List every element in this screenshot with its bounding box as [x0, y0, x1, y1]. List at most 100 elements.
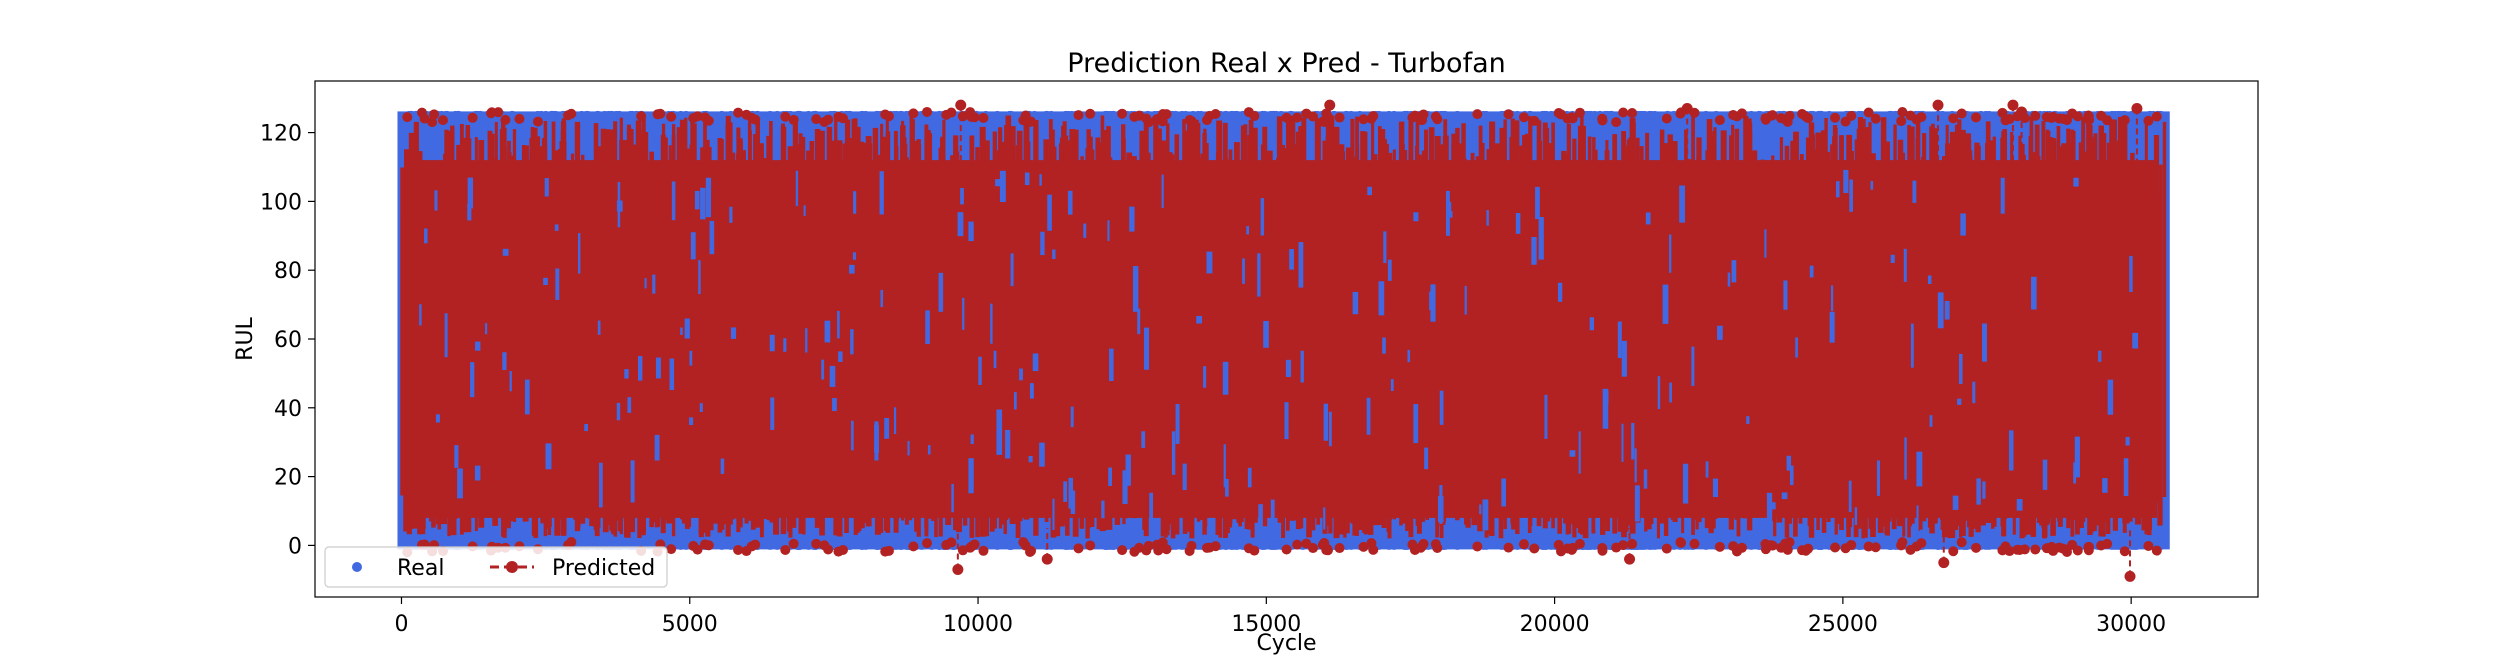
predicted-point [750, 114, 761, 125]
predicted-point [1472, 109, 1483, 120]
plot-area [314, 80, 2259, 598]
predicted-point [1518, 539, 1529, 550]
predicted-point [883, 545, 894, 556]
real-point [1108, 110, 1118, 120]
predicted-point [2151, 111, 2162, 122]
real-gap [1544, 394, 1548, 439]
predicted-point [1948, 113, 1959, 124]
predicted-point [1661, 113, 1672, 124]
predicted-point [1204, 110, 1215, 121]
real-gap [554, 224, 559, 231]
real-point [1041, 540, 1051, 550]
predicted-point [1281, 544, 1292, 555]
predicted-point [2041, 543, 2052, 554]
predicted-point [1432, 114, 1443, 125]
real-point [1101, 540, 1111, 550]
predicted-point [1204, 542, 1215, 553]
real-gap [1830, 285, 1834, 312]
real-point [804, 540, 814, 550]
real-gap [1795, 337, 1798, 358]
predicted-extreme-point [952, 563, 964, 575]
predicted-point [1529, 543, 1540, 554]
real-gap [555, 268, 560, 300]
predicted-point [741, 546, 752, 557]
real-gap [1029, 383, 1034, 399]
predicted-extreme-point [1938, 557, 1950, 569]
real-gap [1916, 451, 1923, 487]
predicted-point [1358, 541, 1369, 552]
real-gap [637, 356, 643, 381]
legend: Real Predicted [324, 546, 668, 588]
series-predicted [400, 99, 2167, 582]
real-gap [689, 417, 694, 426]
real-gap [1643, 469, 1648, 489]
predicted-point [1418, 109, 1429, 120]
real-gap [434, 190, 438, 211]
predicted-point [823, 114, 834, 125]
real-point [717, 110, 727, 120]
real-gap [852, 252, 856, 260]
real-gap [543, 277, 548, 286]
real-gap [1982, 323, 1987, 362]
predicted-point [1319, 117, 1330, 128]
chart-title: Prediction Real x Pred - Turbofan [1067, 48, 1505, 79]
real-gap [2000, 177, 2005, 214]
real-gap [783, 338, 787, 352]
real-gap [1538, 216, 1544, 260]
real-gap [1040, 231, 1045, 256]
real-gap [1669, 382, 1672, 403]
predicted-point [978, 545, 989, 556]
real-gap [1602, 388, 1609, 429]
real-gap [1717, 325, 1723, 340]
real-gap [879, 171, 884, 215]
real-gap [1083, 223, 1087, 238]
real-point [476, 110, 486, 120]
real-gap [1129, 206, 1135, 232]
real-gap [584, 423, 588, 432]
real-gap [1382, 337, 1386, 354]
real-gap [1182, 463, 1187, 491]
predicted-point [1728, 541, 1739, 552]
real-gap [444, 313, 448, 358]
predicted-point [1407, 112, 1418, 123]
real-point [607, 110, 617, 120]
real-gap [630, 460, 635, 503]
real-point [681, 110, 691, 120]
x-tick-label: 0 [394, 612, 408, 637]
real-gap [1387, 259, 1392, 281]
predicted-point [1971, 112, 1982, 123]
real-gap [993, 350, 997, 369]
real-gap [1482, 499, 1489, 531]
real-gap [1937, 292, 1944, 329]
real-gap [424, 228, 428, 244]
predicted-point [1800, 111, 1811, 122]
predicted-point [1567, 113, 1578, 124]
real-gap [1010, 253, 1014, 287]
predicted-point [965, 542, 976, 553]
real-gap [1557, 282, 1563, 302]
real-gap [1849, 179, 1853, 212]
real-gap [1203, 366, 1207, 388]
predicted-point [1997, 545, 2008, 556]
real-gap [1645, 212, 1651, 225]
real-gap [824, 320, 831, 343]
real-gap [1662, 284, 1669, 324]
predicted-point [965, 107, 976, 118]
real-point [1481, 540, 1491, 550]
real-point [1041, 110, 1051, 120]
real-gap [1927, 275, 1932, 284]
real-gap [2016, 499, 2023, 511]
predicted-point [427, 117, 438, 128]
predicted-point [1319, 537, 1330, 548]
real-gap [2073, 462, 2077, 484]
predicted-point [1472, 541, 1483, 552]
real-gap [669, 358, 675, 390]
real-point [1400, 110, 1410, 120]
predicted-point [1897, 537, 1908, 548]
real-gap [907, 440, 910, 456]
real-gap [1247, 467, 1252, 488]
predicted-extreme-point [1041, 553, 1053, 565]
real-gap [1424, 447, 1429, 470]
predicted-point [1870, 113, 1881, 124]
real-gap [1786, 455, 1792, 471]
